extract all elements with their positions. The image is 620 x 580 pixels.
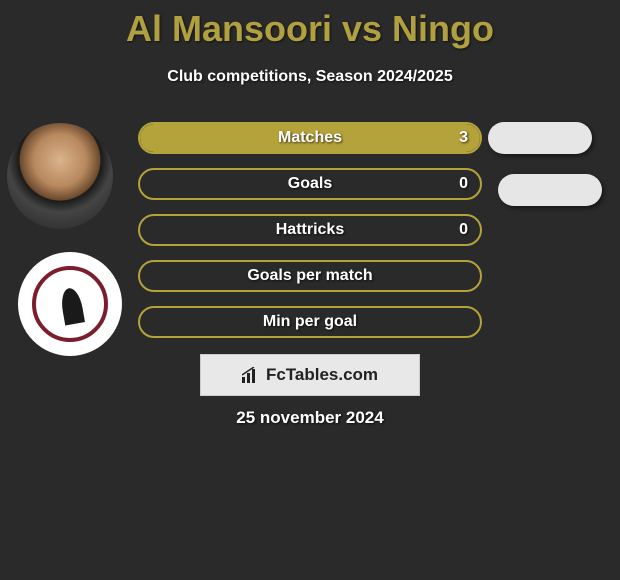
player2-club-avatar — [18, 252, 122, 356]
watermark: FcTables.com — [200, 354, 420, 396]
opponent-pill — [498, 174, 602, 206]
bar-value: 0 — [459, 216, 468, 244]
bar-row-hattricks: Hattricks 0 — [138, 214, 482, 246]
bar-row-min-per-goal: Min per goal — [138, 306, 482, 338]
page-subtitle: Club competitions, Season 2024/2025 — [0, 68, 620, 86]
comparison-bars: Matches 3 Goals 0 Hattricks 0 Goals per … — [138, 122, 482, 352]
bar-chart-icon — [242, 367, 260, 383]
bar-row-goals-per-match: Goals per match — [138, 260, 482, 292]
bar-label: Min per goal — [140, 308, 480, 336]
bar-label: Goals — [140, 170, 480, 198]
bar-value: 3 — [459, 124, 468, 152]
bar-row-goals: Goals 0 — [138, 168, 482, 200]
bar-row-matches: Matches 3 — [138, 122, 482, 154]
bar-label: Hattricks — [140, 216, 480, 244]
bar-label: Goals per match — [140, 262, 480, 290]
page-title: Al Mansoori vs Ningo — [0, 0, 620, 50]
opponent-pill — [488, 122, 592, 154]
bar-value: 0 — [459, 170, 468, 198]
watermark-text: FcTables.com — [266, 365, 378, 385]
club-logo-icon — [32, 266, 108, 342]
player1-avatar — [7, 123, 113, 229]
date-text: 25 november 2024 — [0, 408, 620, 428]
bar-label: Matches — [140, 124, 480, 152]
